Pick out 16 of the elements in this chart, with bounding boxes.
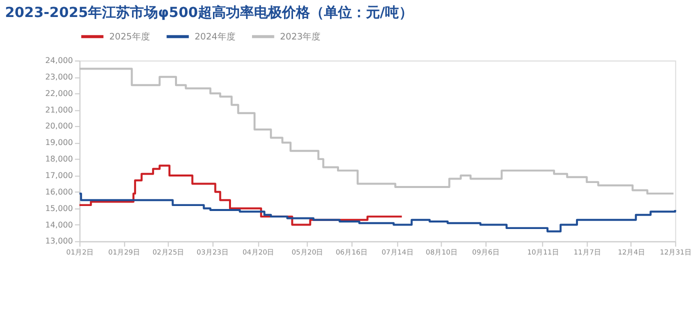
legend-label: 2024年度 <box>194 32 236 43</box>
chart-title: 2023-2025年江苏市场φ500超高功率电极价格（单位：元/吨） <box>4 4 414 21</box>
y-tick-label: 13,000 <box>45 236 73 246</box>
y-tick-label: 20,000 <box>45 122 73 131</box>
y-tick-label: 22,000 <box>45 88 73 98</box>
y-tick-label: 14,000 <box>45 220 73 230</box>
y-tick-label: 19,000 <box>45 138 73 148</box>
y-tick-label: 15,000 <box>45 204 73 213</box>
y-tick-label: 16,000 <box>45 187 73 196</box>
y-tick-label: 18,000 <box>45 154 73 164</box>
y-tick-label: 23,000 <box>45 72 73 82</box>
y-tick-label: 24,000 <box>45 56 73 65</box>
legend-label: 2025年度 <box>109 32 150 43</box>
y-tick-label: 21,000 <box>45 105 73 114</box>
y-tick-label: 17,000 <box>45 170 73 180</box>
legend-label: 2023年度 <box>280 32 321 43</box>
